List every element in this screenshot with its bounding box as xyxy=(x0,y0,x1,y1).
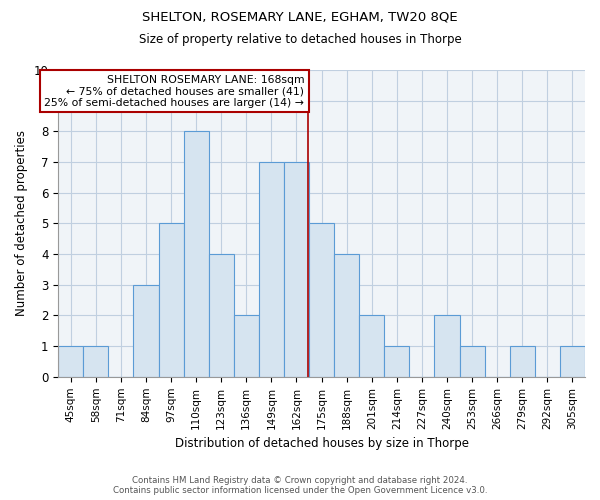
Y-axis label: Number of detached properties: Number of detached properties xyxy=(15,130,28,316)
Text: Contains HM Land Registry data © Crown copyright and database right 2024.
Contai: Contains HM Land Registry data © Crown c… xyxy=(113,476,487,495)
Bar xyxy=(359,316,384,377)
Bar xyxy=(560,346,585,377)
Bar xyxy=(133,285,158,377)
Text: SHELTON, ROSEMARY LANE, EGHAM, TW20 8QE: SHELTON, ROSEMARY LANE, EGHAM, TW20 8QE xyxy=(142,10,458,23)
Bar xyxy=(384,346,409,377)
Bar xyxy=(284,162,309,377)
Text: Size of property relative to detached houses in Thorpe: Size of property relative to detached ho… xyxy=(139,32,461,46)
Bar xyxy=(309,224,334,377)
Bar xyxy=(434,316,460,377)
Bar xyxy=(58,346,83,377)
Bar xyxy=(158,224,184,377)
Bar xyxy=(510,346,535,377)
Bar xyxy=(460,346,485,377)
Bar xyxy=(234,316,259,377)
Bar xyxy=(83,346,109,377)
Text: SHELTON ROSEMARY LANE: 168sqm
← 75% of detached houses are smaller (41)
25% of s: SHELTON ROSEMARY LANE: 168sqm ← 75% of d… xyxy=(44,74,304,108)
X-axis label: Distribution of detached houses by size in Thorpe: Distribution of detached houses by size … xyxy=(175,437,469,450)
Bar xyxy=(209,254,234,377)
Bar xyxy=(334,254,359,377)
Bar xyxy=(259,162,284,377)
Bar xyxy=(184,132,209,377)
